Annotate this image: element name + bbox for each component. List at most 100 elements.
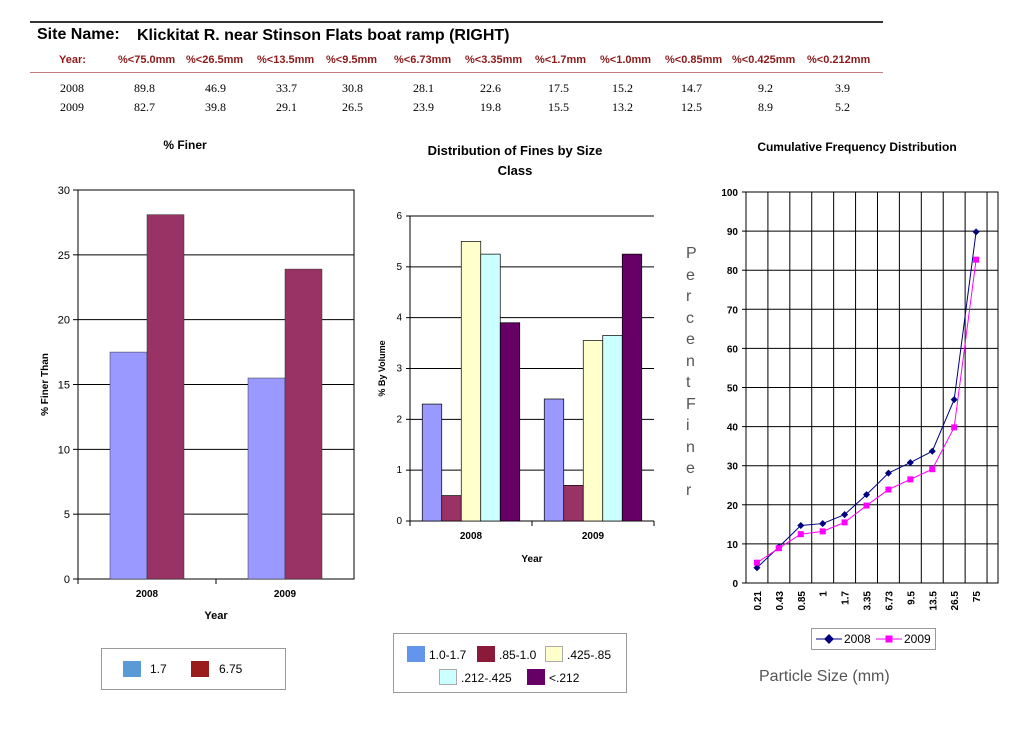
table-cell: 46.9	[205, 81, 226, 95]
y-tick-label: 30	[58, 185, 70, 197]
y-tick-label: 6	[396, 211, 402, 222]
y-tick-label: 4	[396, 313, 402, 324]
bar	[460, 241, 482, 522]
x-tick-label: 6.73	[884, 591, 895, 611]
y-tick-label: 100	[721, 188, 738, 199]
y-axis-label-letter: n	[686, 438, 695, 456]
table-cell: 19.8	[480, 100, 501, 114]
legend-swatch	[527, 669, 545, 685]
y-axis-label-letter: r	[686, 481, 692, 499]
legend-marker-2009	[876, 635, 902, 643]
table-header: %<0.212mm	[807, 54, 871, 66]
table-cell: 29.1	[276, 100, 297, 114]
chart3-svg: 0 10 20 30 40 50 60 70 80 90 100 0.21 0.43 0.85 1 1.7 3.…	[721, 188, 999, 611]
y-tick-label: 0	[64, 574, 70, 586]
table-cell-year: 2009	[60, 100, 84, 114]
legend-swatch	[439, 669, 457, 685]
y-axis-label-letter: t	[686, 374, 691, 391]
y-axis-label-letter: e	[686, 331, 695, 348]
legend-swatch	[191, 661, 209, 677]
x-tick-label: 2009	[582, 531, 605, 542]
table-cell: 3.9	[835, 81, 850, 95]
header-top-rule	[30, 21, 883, 23]
x-tick-label: 26.5	[950, 591, 961, 611]
chart1-svg: 0 5 10 15 20 25 30 2008 2009 Year % Finer Than	[40, 185, 355, 622]
x-tick-label: 0.43	[775, 591, 786, 611]
table-cell: 33.7	[276, 81, 297, 95]
y-tick-label: 20	[58, 315, 70, 327]
bar	[421, 403, 443, 522]
table-cell: 15.2	[612, 81, 633, 95]
y-tick-label: 5	[64, 509, 70, 521]
x-tick-label: 1	[819, 591, 830, 597]
y-tick-label: 60	[727, 344, 739, 355]
table-header: %<6.73mm	[394, 54, 452, 66]
y-axis-label-letter: P	[686, 245, 697, 262]
site-name-label: Site Name:	[37, 26, 120, 43]
table-cell: 9.2	[758, 81, 773, 95]
y-tick-label: 5	[396, 262, 402, 273]
y-tick-label: 20	[727, 501, 739, 512]
table-header: %<26.5mm	[186, 54, 244, 66]
y-axis-label: % By Volume	[377, 340, 387, 396]
data-point	[841, 511, 849, 519]
y-tick-label: 80	[727, 266, 739, 277]
bar	[146, 214, 185, 580]
table-cell: 82.7	[134, 100, 155, 114]
data-point	[797, 531, 804, 538]
header-divider	[30, 72, 883, 73]
x-tick-label: 1.7	[841, 591, 852, 605]
legend-marker-2008	[816, 634, 842, 644]
x-tick-label: 75	[972, 591, 983, 603]
chart2-svg: 0 1 2 3 4 5 6 2008 2009 Year % By Volume	[377, 211, 655, 565]
y-tick-label: 10	[58, 444, 70, 456]
table-header-year: Year:	[59, 54, 86, 66]
bar	[621, 253, 643, 522]
x-tick-label: 2009	[274, 589, 297, 600]
chart2-legend: 1.0-1.7 .85-1.0 .425-.85 .212-.425 <.212	[393, 633, 627, 693]
y-axis-label-letter: F	[686, 395, 696, 413]
legend-label: .212-.425	[461, 671, 512, 685]
table-cell: 26.5	[342, 100, 363, 114]
bar	[441, 495, 462, 522]
data-point	[863, 502, 870, 509]
table-cell: 12.5	[681, 100, 702, 114]
data-point	[973, 256, 980, 263]
plot-area	[745, 191, 999, 584]
data-point	[950, 396, 958, 404]
y-tick-label: 3	[396, 364, 402, 375]
y-tick-label: 0	[732, 579, 738, 590]
x-tick-label: 3.35	[863, 591, 874, 611]
bar	[109, 351, 148, 580]
table-header: %<9.5mm	[326, 54, 378, 66]
bar	[602, 335, 623, 522]
table-header: %<0.425mm	[732, 54, 796, 66]
y-tick-label: 2	[396, 414, 402, 425]
table-cell: 8.9	[758, 100, 773, 114]
table-header: %<13.5mm	[257, 54, 315, 66]
bar	[543, 398, 565, 522]
y-tick-label: 90	[727, 227, 739, 238]
bar	[563, 485, 584, 522]
legend-label: 1.7	[150, 662, 167, 676]
legend-label: <.212	[549, 671, 580, 685]
table-header: %<1.0mm	[600, 54, 652, 66]
x-tick-label: 9.5	[906, 591, 917, 605]
data-point	[819, 528, 826, 535]
bar	[499, 322, 521, 522]
y-axis-label-letter: e	[686, 266, 695, 284]
x-axis-label: Year	[204, 610, 228, 622]
chart1-legend: 1.7 6.75	[101, 648, 286, 690]
legend-label: 2009	[904, 632, 931, 646]
legend-swatch	[123, 661, 141, 677]
y-axis-label-letter: n	[686, 352, 695, 370]
bar	[582, 340, 604, 522]
y-tick-label: 50	[727, 384, 739, 395]
y-tick-label: 1	[396, 465, 402, 476]
y-axis-label-letter: r	[686, 288, 692, 305]
data-point	[951, 424, 958, 431]
y-tick-label: 15	[58, 380, 70, 392]
table-header: %<75.0mm	[118, 54, 176, 66]
data-point	[885, 486, 892, 493]
legend-swatch	[407, 646, 425, 662]
